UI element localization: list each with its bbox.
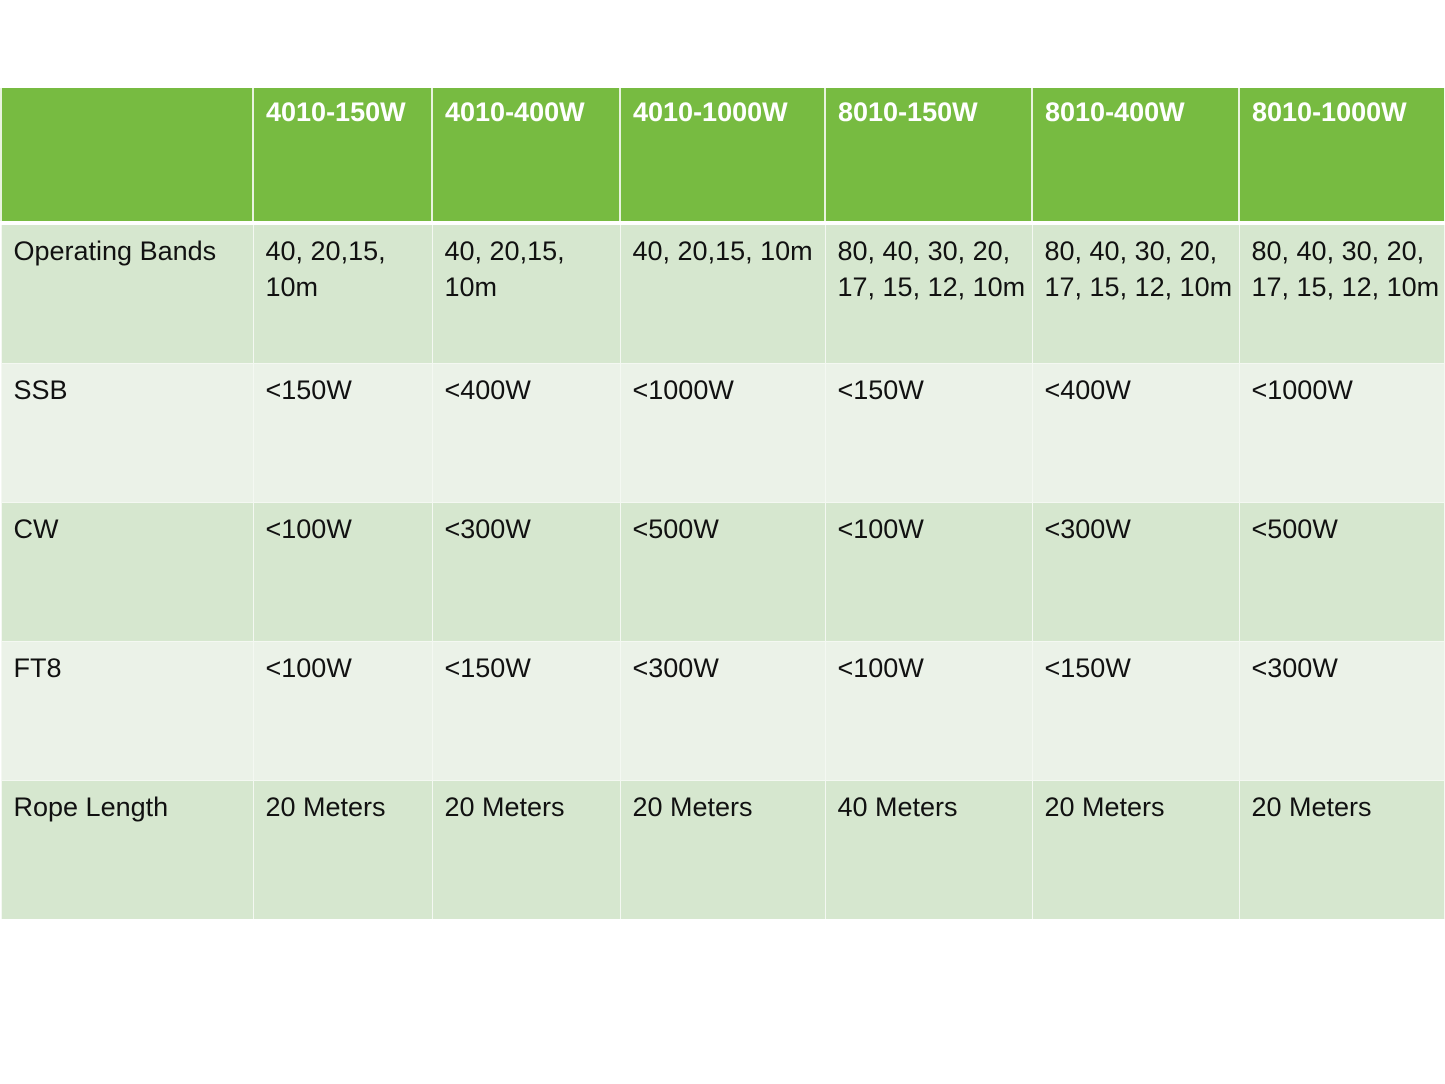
table-cell: <500W xyxy=(619,502,826,642)
table-cell: 20 Meters xyxy=(1031,780,1240,919)
spec-table: 4010-150W 4010-400W 4010-1000W 8010-150W… xyxy=(0,88,1445,919)
table-cell: <300W xyxy=(1031,502,1240,642)
table-cell: <150W xyxy=(1031,641,1240,781)
header-cell: 4010-400W xyxy=(431,88,621,223)
table-cell: 20 Meters xyxy=(619,780,826,919)
row-label: CW xyxy=(0,502,254,642)
table-cell: 40, 20,15, 10m xyxy=(252,223,433,364)
table-cell: 80, 40, 30, 20, 17, 15, 12, 10m xyxy=(1031,223,1240,364)
table-cell: <1000W xyxy=(1238,363,1445,503)
row-label: Rope Length xyxy=(0,780,254,919)
table-cell: <100W xyxy=(824,502,1033,642)
table-cell: 20 Meters xyxy=(252,780,433,919)
table-cell: <1000W xyxy=(619,363,826,503)
table-cell: <150W xyxy=(431,641,621,781)
table-cell: <100W xyxy=(252,641,433,781)
table-cell: <100W xyxy=(824,641,1033,781)
table-cell: <400W xyxy=(1031,363,1240,503)
table-cell: 80, 40, 30, 20, 17, 15, 12, 10m xyxy=(824,223,1033,364)
table-cell: <100W xyxy=(252,502,433,642)
table-cell: 20 Meters xyxy=(1238,780,1445,919)
row-label: SSB xyxy=(0,363,254,503)
table-cell: <300W xyxy=(431,502,621,642)
header-cell: 4010-150W xyxy=(252,88,433,223)
table-cell: 20 Meters xyxy=(431,780,621,919)
header-cell: 8010-400W xyxy=(1031,88,1240,223)
header-cell: 8010-150W xyxy=(824,88,1033,223)
table-cell: 80, 40, 30, 20, 17, 15, 12, 10m xyxy=(1238,223,1445,364)
table-cell: 40, 20,15, 10m xyxy=(431,223,621,364)
table-row: CW <100W <300W <500W <100W <300W <500W xyxy=(0,502,1445,642)
table-row: FT8 <100W <150W <300W <100W <150W <300W xyxy=(0,641,1445,781)
table-cell: <400W xyxy=(431,363,621,503)
table-cell: 40, 20,15, 10m xyxy=(619,223,826,364)
table-cell: <150W xyxy=(824,363,1033,503)
table-cell: <300W xyxy=(1238,641,1445,781)
table-cell: 40 Meters xyxy=(824,780,1033,919)
table-row: Operating Bands 40, 20,15, 10m 40, 20,15, … xyxy=(0,223,1445,364)
header-row: 4010-150W 4010-400W 4010-1000W 8010-150W… xyxy=(0,88,1445,223)
table-row: SSB <150W <400W <1000W <150W <400W <1000W xyxy=(0,363,1445,503)
header-cell: 8010-1000W xyxy=(1238,88,1445,223)
table-row: Rope Length 20 Meters 20 Meters 20 Meters 40… xyxy=(0,780,1445,919)
header-cell: 4010-1000W xyxy=(619,88,826,223)
table-cell: <150W xyxy=(252,363,433,503)
table-cell: <500W xyxy=(1238,502,1445,642)
table-cell: <300W xyxy=(619,641,826,781)
row-label: FT8 xyxy=(0,641,254,781)
row-label: Operating Bands xyxy=(0,223,254,364)
header-cell xyxy=(0,88,254,223)
